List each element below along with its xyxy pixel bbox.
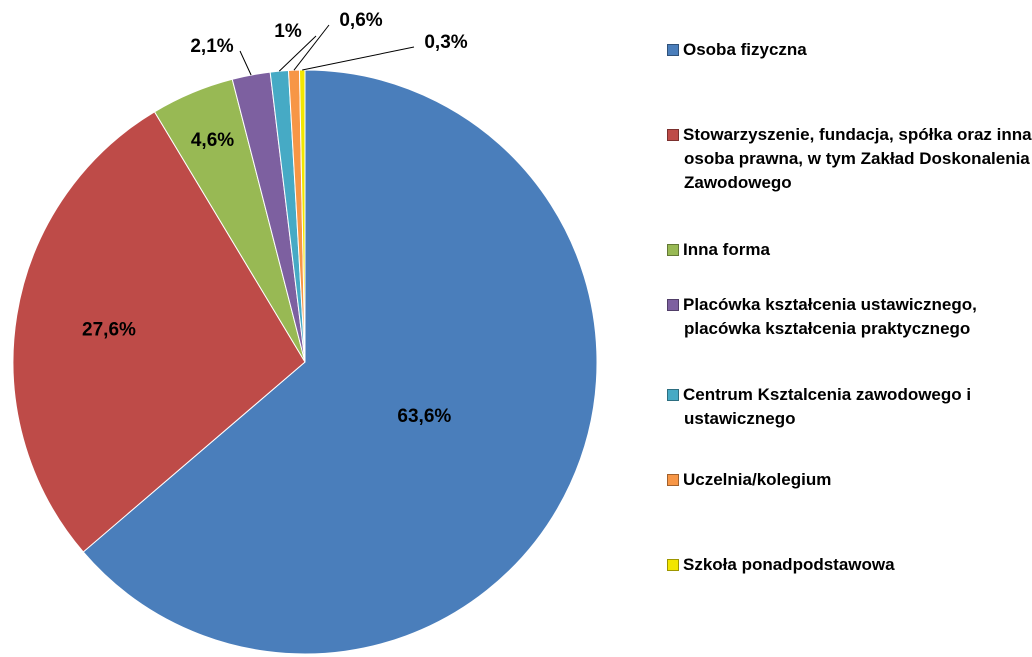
pie-slice — [298, 69, 306, 363]
legend-label: Osoba fizyczna — [683, 40, 807, 59]
legend-label: Uczelnia/kolegium — [683, 470, 832, 489]
legend-swatch — [667, 474, 679, 486]
pie-area: 63,6% 27,6% 4,6% 2,1% 1% 0,6% 0,3% — [12, 10, 598, 655]
leader-line — [302, 46, 415, 71]
pie-slice — [82, 69, 598, 655]
legend-swatch — [667, 129, 679, 141]
legend-label: Placówka kształcenia ustawicznego, placó… — [683, 295, 977, 338]
data-label: 0,6% — [339, 10, 382, 31]
legend-entry: Stowarzyszenie, fundacja, spółka oraz in… — [667, 123, 1032, 195]
data-label: 4,6% — [191, 130, 234, 151]
legend-swatch — [667, 299, 679, 311]
legend-label: Inna forma — [683, 240, 770, 259]
legend-entry: Szkoła ponadpodstawowa — [667, 553, 1032, 577]
legend-entry: Uczelnia/kolegium — [667, 468, 1032, 492]
pie-slice — [12, 111, 306, 553]
data-label: 27,6% — [82, 319, 136, 340]
leader-line — [239, 50, 252, 76]
legend-label: Centrum Ksztalcenia zawodowego i ustawic… — [683, 385, 972, 428]
leader-line — [293, 24, 330, 71]
data-label: 63,6% — [397, 406, 451, 427]
legend-swatch — [667, 389, 679, 401]
legend-entry: Placówka kształcenia ustawicznego, placó… — [667, 293, 1032, 341]
legend-label: Szkoła ponadpodstawowa — [683, 555, 895, 574]
data-label: 0,3% — [424, 32, 467, 53]
legend-entry: Osoba fizyczna — [667, 38, 1032, 62]
legend-entry: Inna forma — [667, 238, 1032, 262]
legend-label: Stowarzyszenie, fundacja, spółka oraz in… — [683, 125, 1032, 192]
legend-swatch — [667, 559, 679, 571]
data-label: 2,1% — [190, 36, 233, 57]
legend-swatch — [667, 44, 679, 56]
legend-entry: Centrum Ksztalcenia zawodowego i ustawic… — [667, 383, 1032, 431]
data-label: 1% — [274, 21, 302, 42]
leader-line — [278, 35, 317, 72]
legend-swatch — [667, 244, 679, 256]
